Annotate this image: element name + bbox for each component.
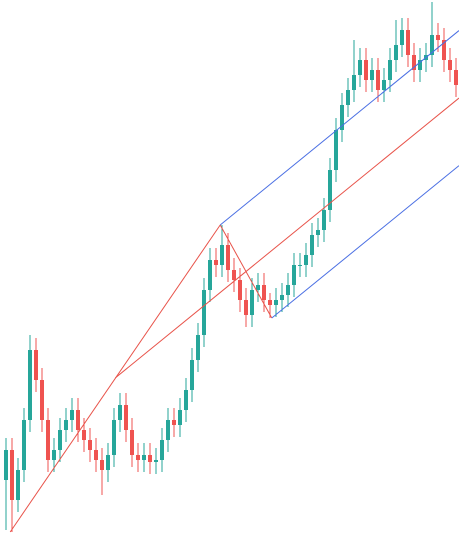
candle-body [10,450,14,500]
candle-body [418,60,422,70]
candle-body [148,455,152,462]
candle-body [322,210,326,230]
candle-body [406,30,410,55]
candle-body [130,430,134,455]
candle-body [154,460,158,462]
candle-body [364,60,368,80]
candle-body [160,440,164,460]
candle-body [220,245,224,265]
candle-body [250,290,254,315]
candle-body [346,90,350,105]
candle-body [226,245,230,270]
candle-body [16,470,20,500]
candle-body [334,130,338,170]
candle-body [4,450,8,480]
candle-body [394,45,398,60]
candle-body [166,420,170,440]
candle-body [70,410,74,420]
candle-body [256,285,260,290]
candle-body [40,380,44,420]
candle-body [214,260,218,265]
candle-body [376,70,380,90]
candle-body [88,440,92,450]
pitchfork-upper-tine [219,30,459,226]
candle-body [430,35,434,55]
candle-body [358,60,362,75]
candle-body [142,455,146,460]
candle-body [94,450,98,460]
candle-body [244,300,248,315]
pitchfork-lower-tine [271,165,459,319]
candle-body [52,450,56,460]
candle-body [280,295,284,300]
candle-body [304,255,308,265]
candle-body [448,60,452,70]
candle-body [352,75,356,90]
candle-body [454,70,458,85]
candle-body [76,410,80,430]
candle-body [238,280,242,300]
candle-body [196,335,200,360]
candle-body [262,285,266,300]
candle-body [298,265,302,266]
pitchfork-median [114,97,459,379]
candle-body [340,105,344,130]
candle-body [136,455,140,460]
candle-body [436,35,440,40]
pitchfork-handle [9,224,221,533]
candle-body [442,40,446,60]
candle-body [172,420,176,425]
candle-body [208,260,212,290]
candle-body [34,350,38,380]
candle-body [274,300,278,305]
candle-body [46,420,50,460]
candle-body [106,455,110,470]
candle-body [22,420,26,470]
candle-body [64,420,68,430]
candle-body [286,285,290,295]
candle-body [412,55,416,70]
candle-body [124,405,128,430]
candle-body [370,70,374,80]
candle-body [118,405,122,420]
candle-body [268,300,272,305]
candle-body [100,460,104,470]
candle-body [382,80,386,90]
candle-body [316,230,320,235]
candle-body [82,430,86,440]
candle-body [328,170,332,210]
candle-body [112,420,116,455]
candle-body [310,235,314,255]
candle-body [190,360,194,390]
candle-body [178,410,182,425]
candle-body [292,265,296,285]
candle-body [388,60,392,80]
candle-body [28,350,32,420]
candle-body [232,270,236,280]
candle-body [184,390,188,410]
candle-body [400,30,404,45]
candle-body [202,290,206,335]
candle-body [58,430,62,450]
